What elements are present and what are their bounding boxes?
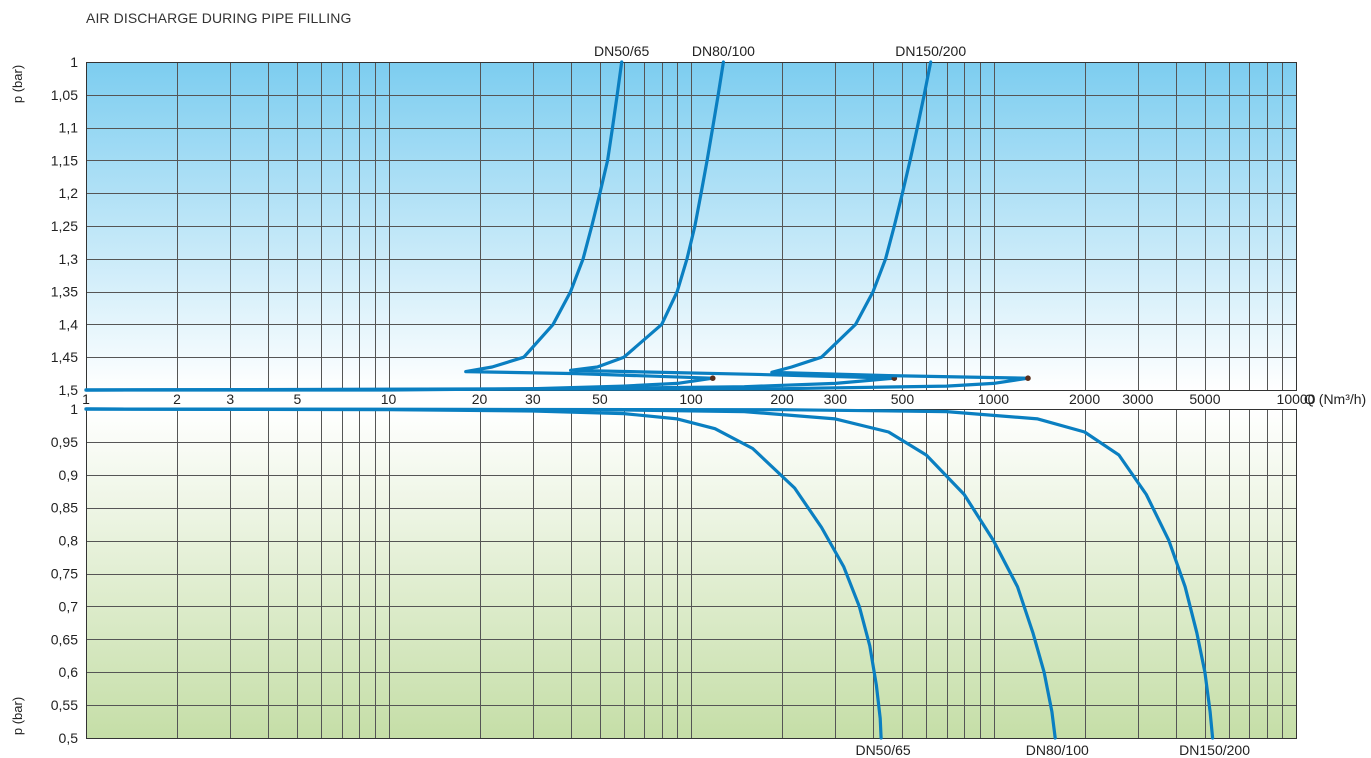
x-tick-label: 5 <box>294 391 302 407</box>
chart-title: AIR DISCHARGE DURING PIPE FILLING <box>86 10 352 26</box>
x-tick-label: 2000 <box>1069 391 1100 407</box>
series-label: DN50/65 <box>855 742 910 758</box>
y-tick-label: 1,15 <box>51 152 78 168</box>
y-tick-label: 1,5 <box>59 382 79 398</box>
y-tick-label: 0,7 <box>59 598 79 614</box>
y-tick-label: 0,9 <box>59 467 79 483</box>
curve-lower-dn80-100 <box>84 407 1057 740</box>
curve-upper-dn150-200 <box>84 60 1030 392</box>
curve-end-marker <box>1025 375 1031 381</box>
x-tick-label: 10 <box>381 391 397 407</box>
x-tick-label: 300 <box>824 391 848 407</box>
y-tick-label: 1,1 <box>59 120 79 136</box>
y-tick-label: 1,45 <box>51 349 78 365</box>
x-tick-label: 100 <box>679 391 703 407</box>
y-tick-label: 0,65 <box>51 631 78 647</box>
x-tick-label: 500 <box>891 391 915 407</box>
y-tick-label: 1,4 <box>59 316 79 332</box>
x-tick-label: 10000 <box>1277 391 1316 407</box>
series-label: DN50/65 <box>594 43 649 59</box>
x-tick-label: 1 <box>82 391 90 407</box>
y-tick-label: 0,55 <box>51 697 78 713</box>
x-tick-label: 3000 <box>1122 391 1153 407</box>
y-tick-label: 0,6 <box>59 664 79 680</box>
y-tick-label: 1,2 <box>59 185 79 201</box>
curve-end-marker <box>709 375 716 381</box>
y-tick-label: 0,75 <box>51 566 78 582</box>
series-label: DN80/100 <box>692 43 755 59</box>
curve-lower-dn150-200 <box>84 407 1215 740</box>
x-tick-label: 20 <box>472 391 488 407</box>
y-tick-label: 1 <box>70 401 78 417</box>
x-tick-label: 200 <box>770 391 794 407</box>
x-axis-label: Q (Nm³/h) <box>1304 391 1366 407</box>
y-axis-label-upper: p (bar) <box>10 65 25 103</box>
y-tick-label: 0,85 <box>51 500 78 516</box>
series-label: DN150/200 <box>895 43 966 59</box>
y-tick-label: 1,35 <box>51 284 78 300</box>
series-label: DN150/200 <box>1179 742 1250 758</box>
x-tick-label: 30 <box>525 391 541 407</box>
plot-frame-upper <box>86 62 1297 391</box>
y-tick-label: 0,5 <box>59 730 79 746</box>
curve-upper-dn80-100 <box>84 60 896 392</box>
y-axis-label-lower: p (bar) <box>10 697 25 735</box>
x-tick-label: 3 <box>226 391 234 407</box>
x-tick-label: 1000 <box>978 391 1009 407</box>
x-tick-label: 2 <box>173 391 181 407</box>
curve-upper-dn50-65 <box>84 60 715 392</box>
series-label: DN80/100 <box>1026 742 1089 758</box>
y-tick-label: 0,95 <box>51 434 78 450</box>
y-tick-label: 1,25 <box>51 218 78 234</box>
x-tick-label: 5000 <box>1189 391 1220 407</box>
y-tick-label: 1,3 <box>59 251 79 267</box>
x-tick-label: 50 <box>592 391 608 407</box>
y-tick-label: 1 <box>70 54 78 70</box>
y-tick-label: 1,05 <box>51 87 78 103</box>
curve-lower-dn50-65 <box>84 407 883 740</box>
y-tick-label: 0,8 <box>59 533 79 549</box>
